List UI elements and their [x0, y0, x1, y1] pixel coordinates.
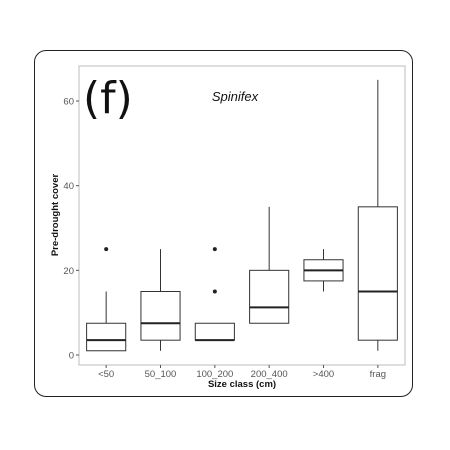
box-iqr: [250, 270, 289, 323]
panel-label: (f): [83, 73, 133, 124]
outlier-point: [213, 290, 217, 294]
y-tick-label: 20: [63, 266, 74, 277]
x-axis: <50 50_100 100_200 200_400 >400 frag: [98, 365, 386, 380]
y-axis: 0 20 40 60: [63, 97, 79, 362]
outlier-point: [104, 247, 108, 251]
y-axis-title: Pre-drought cover: [50, 174, 61, 257]
y-tick-label: 0: [69, 351, 74, 362]
y-tick-label: 60: [63, 97, 74, 108]
outlier-point: [213, 247, 217, 251]
box-iqr: [358, 207, 397, 340]
x-tick-label: frag: [370, 369, 386, 380]
y-tick-label: 40: [63, 181, 74, 192]
x-tick-label: >400: [313, 369, 334, 380]
x-axis-title: Size class (cm): [208, 379, 276, 390]
x-tick-label: <50: [98, 369, 114, 380]
chart-title: Spinifex: [212, 89, 259, 104]
box-iqr: [87, 323, 126, 351]
box-iqr: [141, 292, 180, 341]
box-iqr: [195, 323, 234, 340]
x-tick-label: 50_100: [145, 369, 177, 380]
